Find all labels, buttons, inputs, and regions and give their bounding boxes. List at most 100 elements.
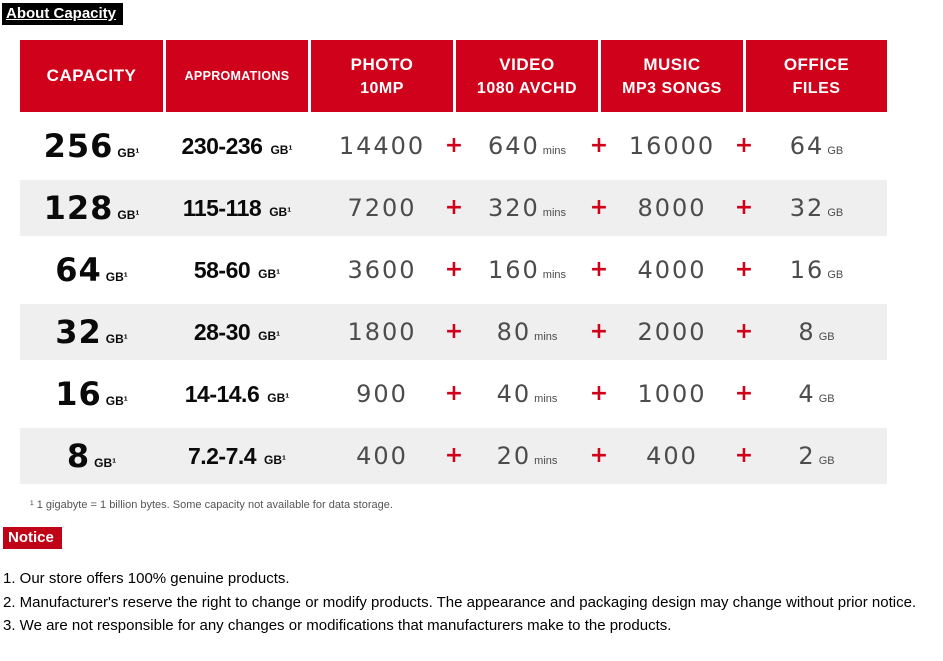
- plus-icon: +: [734, 133, 754, 158]
- plus-icon: +: [589, 133, 609, 158]
- music-cell: 8000: [601, 194, 743, 222]
- video-cell: 80 mins: [456, 318, 598, 346]
- photo-cell: 3600: [311, 256, 453, 284]
- photo-value: 1800: [347, 318, 417, 346]
- plus-icon: +: [734, 257, 754, 282]
- office-cell: 64 GB: [746, 132, 887, 160]
- photo-cell: 1800: [311, 318, 453, 346]
- approx-value: 230-236: [181, 132, 263, 159]
- table-row: 256 GB¹ 230-236 GB¹ 14400 640 mins 16000 64…: [20, 118, 887, 174]
- header-capacity-label: CAPACITY: [46, 66, 137, 85]
- capacity-value: 64: [55, 251, 102, 289]
- music-value: 8000: [637, 194, 707, 222]
- capacity-unit: GB¹: [105, 332, 128, 346]
- video-cell: 320 mins: [456, 194, 598, 222]
- capacity-footnote: ¹ 1 gigabyte = 1 billion bytes. Some cap…: [30, 499, 393, 511]
- office-cell: 32 GB: [746, 194, 887, 222]
- office-unit: GB: [827, 207, 844, 219]
- approx-unit: GB¹: [270, 142, 293, 157]
- header-appromations-label: APPROMATIONS: [184, 69, 290, 83]
- notice-item: 2. Manufacturer's reserve the right to c…: [3, 593, 917, 611]
- capacity-unit: GB¹: [94, 456, 117, 470]
- plus-icon: +: [734, 319, 754, 344]
- capacity-cell: 256 GB¹: [20, 127, 163, 165]
- video-cell: 640 mins: [456, 132, 598, 160]
- notice-list: 1. Our store offers 100% genuine product…: [3, 567, 940, 638]
- photo-cell: 7200: [311, 194, 453, 222]
- plus-icon: +: [589, 381, 609, 406]
- video-value: 160: [487, 256, 540, 284]
- office-cell: 2 GB: [746, 442, 887, 470]
- video-value: 80: [496, 318, 532, 346]
- approx-value: 115-118: [182, 194, 262, 221]
- plus-icon: +: [589, 319, 609, 344]
- capacity-cell: 16 GB¹: [20, 375, 163, 413]
- table-header: CAPACITY APPROMATIONS PHOTO 10MP VIDEO 1…: [20, 40, 887, 112]
- music-value: 400: [646, 442, 698, 470]
- capacity-unit: GB¹: [117, 146, 140, 160]
- plus-icon: +: [444, 195, 464, 220]
- photo-cell: 400: [311, 442, 453, 470]
- office-unit: GB: [818, 331, 835, 343]
- video-value: 320: [487, 194, 540, 222]
- capacity-cell: 32 GB¹: [20, 313, 163, 351]
- header-office-line1: OFFICE: [783, 54, 850, 74]
- office-value: 4: [798, 380, 816, 408]
- plus-icon: +: [444, 133, 464, 158]
- office-value: 64: [789, 132, 825, 160]
- office-unit: GB: [827, 145, 844, 157]
- plus-icon: +: [444, 257, 464, 282]
- plus-icon: +: [589, 195, 609, 220]
- video-value: 40: [496, 380, 532, 408]
- header-video-line2: 1080 AVCHD: [476, 79, 578, 97]
- approx-cell: 7.2-7.4 GB¹: [166, 443, 308, 470]
- header-capacity: CAPACITY: [20, 40, 163, 112]
- about-capacity-label: About Capacity: [2, 3, 124, 25]
- approx-cell: 28-30 GB¹: [166, 319, 308, 346]
- photo-value: 7200: [347, 194, 417, 222]
- office-value: 16: [789, 256, 825, 284]
- table-row: 8 GB¹ 7.2-7.4 GB¹ 400 20 mins 400 2 GB + + +: [20, 428, 887, 484]
- notice-label: Notice: [3, 527, 62, 549]
- plus-icon: +: [444, 443, 464, 468]
- music-cell: 16000: [601, 132, 743, 160]
- header-photo-line2: 10MP: [360, 79, 404, 97]
- office-value: 32: [789, 194, 825, 222]
- capacity-table: CAPACITY APPROMATIONS PHOTO 10MP VIDEO 1…: [20, 40, 887, 490]
- video-value: 20: [496, 442, 532, 470]
- approx-cell: 58-60 GB¹: [166, 257, 308, 284]
- capacity-cell: 8 GB¹: [20, 437, 163, 475]
- photo-value: 14400: [338, 132, 426, 160]
- header-music-line1: MUSIC: [643, 54, 701, 74]
- capacity-value: 8: [66, 437, 91, 475]
- notice-item: 1. Our store offers 100% genuine product…: [3, 570, 290, 587]
- capacity-value: 32: [55, 313, 102, 351]
- plus-icon: +: [734, 443, 754, 468]
- approx-unit: GB¹: [258, 328, 281, 343]
- music-cell: 4000: [601, 256, 743, 284]
- header-photo-line1: PHOTO: [350, 54, 414, 74]
- photo-value: 900: [356, 380, 408, 408]
- office-unit: GB: [818, 455, 835, 467]
- capacity-value: 128: [43, 189, 114, 227]
- office-unit: GB: [818, 393, 835, 405]
- capacity-cell: 128 GB¹: [20, 189, 163, 227]
- music-value: 1000: [637, 380, 707, 408]
- office-value: 2: [798, 442, 816, 470]
- music-value: 2000: [637, 318, 707, 346]
- video-unit: mins: [542, 269, 567, 281]
- video-unit: mins: [534, 331, 558, 343]
- music-cell: 2000: [601, 318, 743, 346]
- header-appromations: APPROMATIONS: [166, 40, 308, 112]
- video-unit: mins: [542, 145, 567, 157]
- music-value: 4000: [637, 256, 707, 284]
- header-video-line1: VIDEO: [499, 54, 555, 74]
- capacity-value: 256: [43, 127, 114, 165]
- approx-unit: GB¹: [269, 204, 292, 219]
- header-video: VIDEO 1080 AVCHD: [456, 40, 598, 112]
- header-music-line2: MP3 SONGS: [622, 79, 722, 97]
- plus-icon: +: [589, 443, 609, 468]
- approx-value: 7.2-7.4: [187, 442, 257, 469]
- video-unit: mins: [534, 393, 558, 405]
- video-unit: mins: [542, 207, 567, 219]
